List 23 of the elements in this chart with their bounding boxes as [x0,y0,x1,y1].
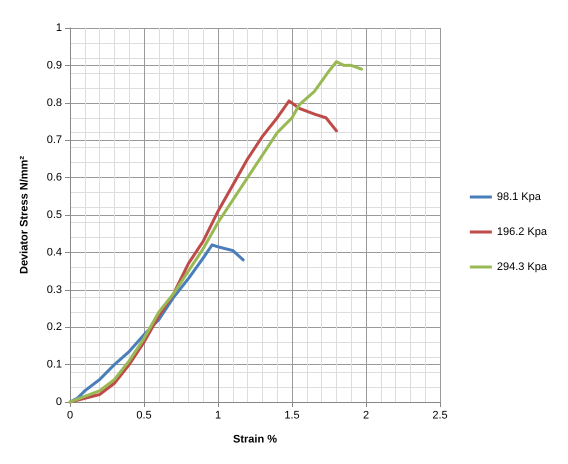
y-tick-label: 0.2 [46,321,62,334]
x-tick-label: 1.5 [284,410,300,422]
line-series [68,60,364,404]
y-tick-label: 0.3 [46,284,62,296]
x-tick-label: 2 [362,410,370,422]
y-tick-label: 0 [56,396,62,408]
x-tick-label: 0.5 [136,410,152,422]
x-tick-label: 0 [66,410,74,422]
y-tick-label: 0.7 [46,134,62,146]
y-tick-label: 1 [56,22,62,34]
y-tick-label: 0.8 [46,96,62,109]
y-tick-label: 0.5 [46,209,62,221]
y-axis-title: Deviator Stress N/mm² [18,156,30,274]
x-tick-label: 2.5 [432,410,448,422]
y-tick-label: 0.9 [46,59,62,72]
x-axis-title: Strain % [232,434,278,446]
y-tick-label: 0.6 [46,172,62,184]
legend-label: 294.3 Kpa [496,261,548,273]
x-tick-label: 1 [214,410,222,422]
legend-label: 98.1 Kpa [496,191,542,203]
y-tick-label: 0.4 [46,246,62,258]
legend-label: 196.2 Kpa [496,226,548,238]
y-tick-label: 0.1 [46,358,62,371]
